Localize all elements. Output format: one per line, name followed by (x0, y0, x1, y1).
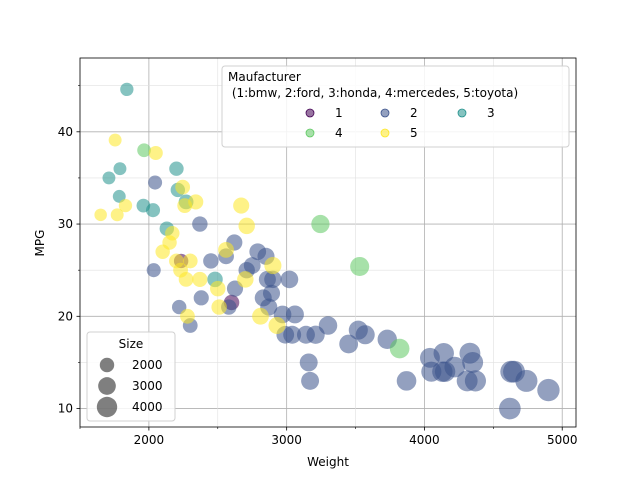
data-point-mfr-2 (280, 270, 299, 289)
data-point-mfr-3 (113, 162, 127, 176)
manufacturer-legend: Maufacturer (1:bmw, 2:ford, 3:honda, 4:m… (221, 65, 570, 148)
x-tick-label: 2000 (134, 433, 165, 447)
legend-marker-mfr-4 (305, 128, 315, 138)
y-tick-label: 20 (58, 309, 73, 323)
legend-label-mfr-5: 5 (410, 126, 418, 140)
data-point-mfr-5 (182, 253, 198, 269)
data-point-mfr-2 (396, 371, 417, 391)
data-point-mfr-5 (148, 145, 163, 161)
size-legend-entries: 2000 3000 4000 (96, 357, 163, 418)
data-point-mfr-2 (318, 316, 338, 335)
data-point-mfr-2 (193, 290, 209, 306)
data-point-mfr-5 (188, 194, 204, 210)
data-point-mfr-5 (175, 179, 191, 195)
data-point-mfr-5 (118, 198, 133, 213)
data-point-mfr-5 (264, 257, 282, 275)
data-point-mfr-3 (169, 161, 184, 176)
data-point-mfr-4 (137, 143, 151, 158)
legend-marker-mfr-2 (380, 108, 390, 118)
y-tick-label: 10 (58, 402, 73, 416)
size-legend-title: Size (119, 337, 144, 351)
data-point-mfr-2 (148, 175, 163, 190)
data-point-mfr-2 (537, 378, 560, 402)
data-point-mfr-3 (112, 189, 126, 203)
y-tick-label: 30 (58, 217, 73, 231)
data-point-mfr-5 (233, 197, 250, 214)
data-point-mfr-2 (301, 371, 320, 390)
data-point-mfr-2 (285, 305, 304, 324)
data-point-mfr-5 (110, 208, 124, 222)
manufacturer-legend-frame (221, 65, 570, 148)
data-point-mfr-4 (311, 214, 330, 234)
data-point-mfr-5 (237, 271, 254, 288)
data-point-mfr-2 (464, 370, 486, 392)
data-point-mfr-2 (355, 325, 375, 345)
data-point-mfr-5 (218, 241, 234, 258)
data-points (94, 82, 560, 420)
data-point-mfr-5 (180, 308, 195, 324)
x-tick-label: 4000 (409, 433, 440, 447)
plot-frame (79, 57, 577, 428)
axis-ticks: 2000 3000 4000 5000 10 20 30 40 (58, 85, 578, 447)
legend-label-mfr-1: 1 (335, 106, 343, 120)
legend-marker-mfr-3 (457, 108, 467, 118)
data-point-mfr-3 (120, 82, 134, 97)
data-point-mfr-2 (146, 263, 161, 278)
size-legend-label: 3000 (132, 379, 163, 393)
y-tick-label: 40 (58, 125, 73, 139)
data-point-mfr-2 (299, 353, 318, 372)
size-legend: Size 2000 3000 4000 (86, 331, 176, 422)
data-point-mfr-3 (145, 203, 161, 218)
manufacturer-legend-subtitle: (1:bmw, 2:ford, 3:honda, 4:mercedes, 5:t… (228, 86, 518, 100)
data-point-mfr-2 (515, 369, 538, 392)
data-point-mfr-5 (210, 280, 226, 297)
data-point-mfr-2 (203, 253, 219, 269)
manufacturer-legend-title: Maufacturer (228, 70, 301, 84)
data-point-mfr-5 (238, 217, 255, 235)
data-point-mfr-4 (389, 338, 410, 359)
data-point-mfr-2 (192, 216, 208, 232)
data-point-mfr-3 (102, 171, 116, 185)
data-point-mfr-2 (264, 270, 282, 289)
data-point-mfr-5 (165, 226, 180, 241)
data-point-mfr-2 (462, 351, 484, 373)
data-point-mfr-2 (283, 325, 302, 344)
x-tick-label: 5000 (547, 433, 578, 447)
data-point-mfr-2 (433, 342, 454, 364)
data-point-mfr-5 (252, 307, 269, 325)
data-point-mfr-2 (262, 284, 281, 302)
legend-label-mfr-4: 4 (335, 126, 343, 140)
size-legend-marker (98, 377, 116, 395)
size-legend-label: 4000 (132, 400, 163, 414)
legend-marker-mfr-5 (380, 128, 390, 138)
data-point-mfr-2 (499, 397, 521, 420)
manufacturer-legend-entries: 1 2 3 4 5 (305, 106, 495, 140)
data-point-mfr-2 (444, 356, 466, 378)
x-tick-label: 3000 (271, 433, 302, 447)
data-point-mfr-4 (350, 256, 370, 277)
size-legend-label: 2000 (132, 358, 163, 372)
data-point-mfr-2 (339, 334, 359, 354)
data-point-mfr-5 (178, 272, 194, 287)
legend-label-mfr-2: 2 (410, 106, 418, 120)
data-point-mfr-5 (268, 316, 286, 335)
y-axis-label: MPG (33, 230, 47, 257)
data-point-mfr-5 (211, 299, 227, 315)
data-point-mfr-5 (108, 133, 122, 147)
data-point-mfr-5 (192, 271, 208, 287)
size-legend-marker (96, 396, 118, 418)
data-point-mfr-2 (243, 257, 261, 274)
size-legend-marker (99, 357, 115, 373)
legend-marker-mfr-1 (305, 108, 315, 118)
x-axis-label: Weight (307, 455, 349, 469)
legend-label-mfr-3: 3 (487, 106, 495, 120)
data-point-mfr-5 (94, 208, 107, 222)
